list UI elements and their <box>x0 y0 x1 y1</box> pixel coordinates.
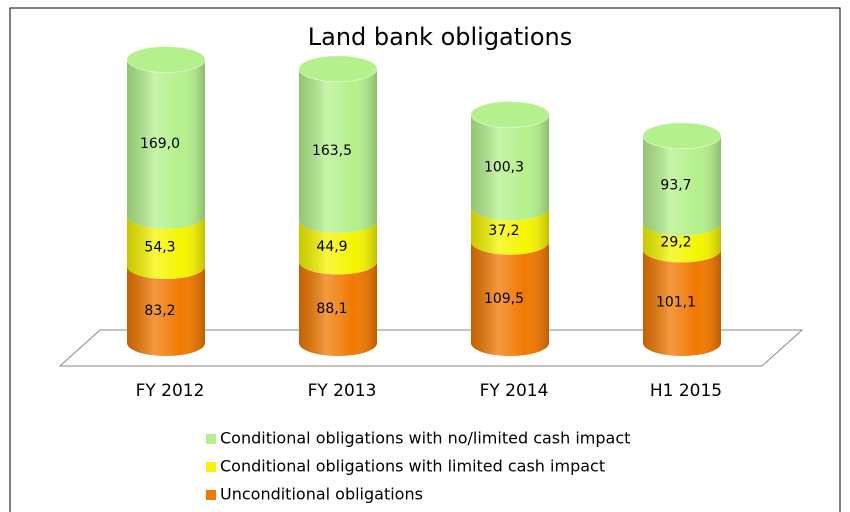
legend-swatch <box>206 490 216 500</box>
x-tick-label: FY 2013 <box>308 381 377 401</box>
value-label: 109,5 <box>484 291 524 307</box>
cylinder-top <box>298 55 378 83</box>
frame <box>9 7 841 512</box>
x-tick-label: FY 2014 <box>480 381 549 401</box>
shading <box>127 59 205 229</box>
value-label: 88,1 <box>316 301 347 317</box>
shading <box>643 222 721 263</box>
value-label: 29,2 <box>660 234 691 250</box>
shading <box>471 241 549 356</box>
shading <box>299 219 377 275</box>
shading <box>127 215 205 280</box>
value-label: 101,1 <box>656 295 696 311</box>
shading <box>643 135 721 236</box>
floor <box>58 329 804 367</box>
legend-label: Conditional obligations with no/limited … <box>220 429 630 448</box>
value-label: 93,7 <box>660 178 691 194</box>
shading <box>471 114 549 221</box>
value-label: 54,3 <box>144 239 175 255</box>
legend-label: Unconditional obligations <box>220 485 423 504</box>
value-label: 163,5 <box>312 143 352 159</box>
cylinder-top <box>126 45 206 73</box>
shading <box>299 261 377 356</box>
value-label: 83,2 <box>144 303 175 319</box>
cylinder-top <box>470 101 550 129</box>
value-label: 169,0 <box>140 136 180 152</box>
legend-swatch <box>206 434 216 444</box>
shading <box>643 249 721 356</box>
x-tick-label: FY 2012 <box>136 381 205 401</box>
cylinder-top <box>642 122 722 150</box>
x-tick-label: H1 2015 <box>650 381 722 401</box>
chart-title: Land bank obligations <box>308 23 573 51</box>
value-label: 44,9 <box>316 239 347 255</box>
value-label: 37,2 <box>488 223 519 239</box>
legend-label: Conditional obligations with limited cas… <box>220 457 605 476</box>
shading <box>127 266 205 356</box>
legend-swatch <box>206 462 216 472</box>
shading <box>471 207 549 255</box>
value-label: 100,3 <box>484 159 524 175</box>
shading <box>299 68 377 233</box>
